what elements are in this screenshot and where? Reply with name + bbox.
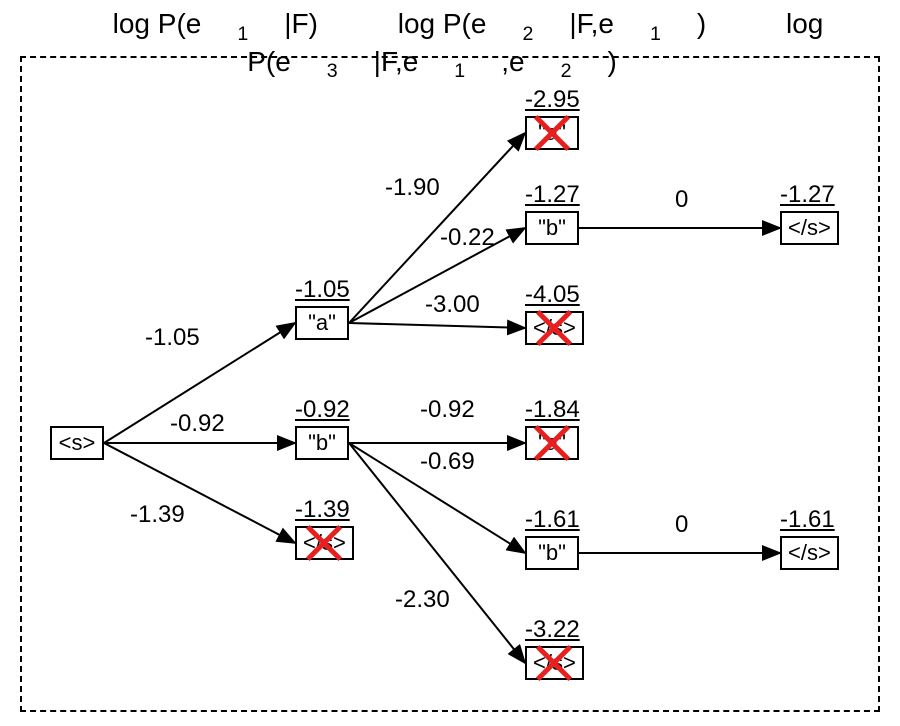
edge-label-ab-abend: 0 xyxy=(675,186,688,214)
pruned-cross-icon xyxy=(535,309,573,347)
edge-label-root-eos1: -1.39 xyxy=(130,501,185,529)
edge-label-b-beos: -2.30 xyxy=(395,586,450,614)
pruned-cross-icon xyxy=(535,644,573,682)
node-eos1: </s> xyxy=(295,526,354,560)
header-col2: log P(e2|F,e1) xyxy=(380,8,724,39)
score-ba: -1.84 xyxy=(525,396,580,424)
node-b: "b" xyxy=(295,426,349,460)
score-a: -1.05 xyxy=(295,276,350,304)
node-ab: "b" xyxy=(525,211,579,245)
node-aeos: </s> xyxy=(525,311,584,345)
pruned-cross-icon xyxy=(533,114,571,152)
edge-label-b-bb: -0.69 xyxy=(420,448,475,476)
edge-label-a-aa: -1.90 xyxy=(385,174,440,202)
node-bb: "b" xyxy=(525,536,579,570)
edge-label-a-aeos: -3.00 xyxy=(425,291,480,319)
header-col1: log P(e1|F) xyxy=(95,8,336,39)
node-bbend: </s> xyxy=(780,536,839,570)
node-beos: </s> xyxy=(525,646,584,680)
diagram-box xyxy=(20,56,880,712)
score-ab: -1.27 xyxy=(525,181,580,209)
node-a: "a" xyxy=(295,306,349,340)
edge-label-root-b: -0.92 xyxy=(170,410,225,438)
score-aeos: -4.05 xyxy=(525,281,580,309)
score-abend: -1.27 xyxy=(780,181,835,209)
node-ba: "a" xyxy=(525,426,579,460)
score-aa: -2.95 xyxy=(525,86,580,114)
score-b: -0.92 xyxy=(295,396,350,424)
node-abend: </s> xyxy=(780,211,839,245)
edge-label-a-ab: -0.22 xyxy=(440,224,495,252)
score-eos1: -1.39 xyxy=(295,496,350,524)
edge-label-root-a: -1.05 xyxy=(145,324,200,352)
pruned-cross-icon xyxy=(533,424,571,462)
score-bb: -1.61 xyxy=(525,506,580,534)
edge-label-bb-bbend: 0 xyxy=(675,511,688,539)
pruned-cross-icon xyxy=(305,524,343,562)
score-bbend: -1.61 xyxy=(780,506,835,534)
score-beos: -3.22 xyxy=(525,616,580,644)
node-root: <s> xyxy=(50,426,104,460)
edge-label-b-ba: -0.92 xyxy=(420,396,475,424)
node-aa: "a" xyxy=(525,116,579,150)
